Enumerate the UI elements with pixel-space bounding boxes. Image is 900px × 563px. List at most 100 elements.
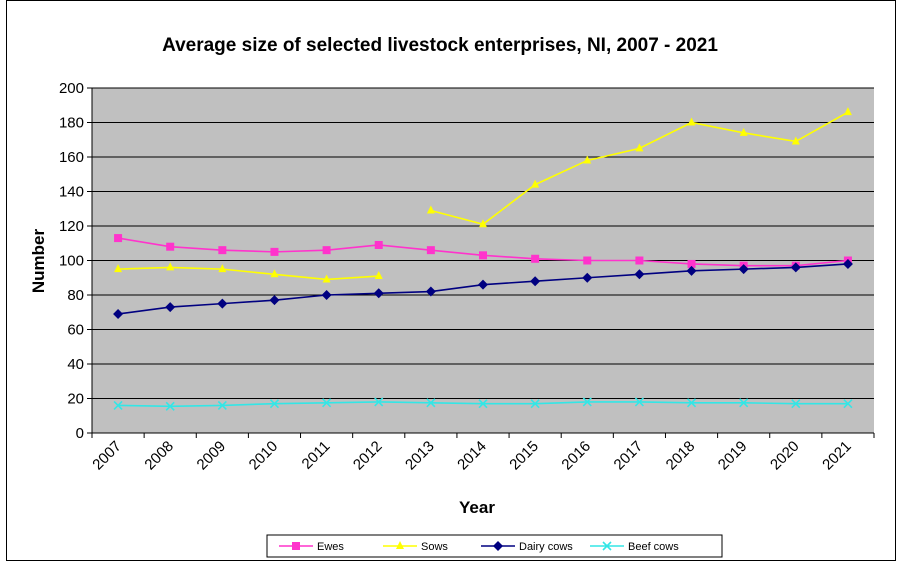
data-point-beef-cows	[426, 398, 436, 408]
data-point-sows	[531, 179, 540, 188]
legend-item-beef-cows: Beef cows	[590, 541, 679, 553]
data-point-beef-cows	[686, 398, 697, 408]
x-tick-label: 2009	[194, 438, 230, 474]
data-point-beef-cows	[217, 400, 227, 410]
x-tick-label: 2012	[350, 438, 386, 474]
data-point-beef-cows	[634, 397, 644, 407]
data-point-beef-cows	[478, 399, 488, 409]
data-point-beef-cows	[374, 397, 384, 407]
series-dairy-cows	[113, 258, 853, 319]
legend-label: Ewes	[317, 541, 344, 553]
y-tick-label: 60	[67, 322, 84, 339]
x-tick-label: 2011	[299, 438, 334, 473]
y-tick-label: 100	[59, 253, 84, 270]
series-sows	[426, 107, 852, 228]
legend-label: Dairy cows	[519, 541, 573, 553]
data-point-beef-cows	[322, 398, 332, 408]
x-tick-label: 2021	[819, 438, 855, 474]
data-point-sows	[479, 219, 487, 228]
data-point-dairy-cows	[425, 286, 436, 297]
data-point-ewes	[322, 246, 331, 255]
data-point-ewes	[166, 242, 175, 251]
legend-item-sows: Sows	[383, 541, 448, 553]
legend-label: Beef cows	[628, 541, 679, 553]
data-point-sows	[843, 107, 852, 116]
x-tick-label: 2014	[454, 438, 490, 474]
x-tick-label: 2017	[611, 438, 647, 474]
data-point-dairy-cows	[738, 264, 749, 275]
legend-label: Sows	[421, 541, 448, 553]
x-tick-label: 2016	[558, 438, 594, 474]
y-tick-label: 20	[67, 391, 84, 408]
legend-item-dairy-cows: Dairy cows	[481, 541, 573, 553]
data-point-sows	[114, 264, 123, 273]
x-tick-label: 2019	[715, 438, 751, 474]
data-point-sows	[791, 136, 800, 145]
data-point-ewes	[635, 256, 644, 265]
data-point-beef-cows	[113, 400, 123, 410]
x-axis-title: Year	[459, 498, 495, 517]
data-point-sows	[739, 127, 748, 136]
chart-frame: Average size of selected livestock enter…	[6, 0, 896, 561]
data-point-beef-cows	[739, 398, 749, 408]
data-point-sows	[635, 143, 644, 152]
data-point-dairy-cows	[686, 265, 697, 276]
series-lines	[113, 107, 853, 411]
y-axis-title: Number	[29, 229, 48, 294]
data-point-sows	[583, 155, 592, 164]
axes	[87, 87, 875, 438]
data-point-dairy-cows	[582, 272, 593, 283]
x-tick-label: 2010	[246, 438, 282, 474]
y-tick-label: 180	[59, 115, 84, 132]
x-tick-label: 2015	[506, 438, 542, 474]
legend-swatch-marker	[292, 542, 300, 550]
y-tick-labels: 0 20 40 60 80 100 120 140 160 180 200	[59, 80, 84, 442]
legend-item-ewes: Ewes	[279, 541, 344, 553]
y-tick-label: 200	[59, 80, 84, 97]
data-point-sows	[218, 264, 227, 273]
data-point-dairy-cows	[842, 258, 853, 269]
data-point-dairy-cows	[530, 276, 541, 287]
data-point-ewes	[531, 254, 540, 263]
data-point-sows	[374, 271, 383, 280]
data-point-sows	[270, 269, 279, 278]
data-point-dairy-cows	[634, 269, 645, 280]
x-tick-label: 2018	[663, 438, 699, 474]
data-point-dairy-cows	[113, 308, 124, 319]
data-point-ewes	[218, 246, 227, 255]
data-point-ewes	[426, 246, 435, 255]
data-point-ewes	[270, 247, 279, 256]
data-point-dairy-cows	[321, 290, 332, 300]
data-point-sows	[426, 205, 435, 214]
data-point-ewes	[583, 256, 592, 265]
series-beef-cows	[113, 397, 853, 411]
data-point-dairy-cows	[478, 279, 488, 290]
y-tick-label: 160	[59, 149, 84, 166]
x-tick-label: 2020	[767, 438, 803, 474]
data-point-ewes	[114, 234, 123, 243]
x-tick-label: 2008	[141, 438, 177, 474]
data-point-beef-cows	[843, 399, 853, 409]
line-chart: Average size of selected livestock enter…	[29, 35, 875, 558]
data-point-ewes	[479, 251, 487, 260]
data-point-dairy-cows	[373, 288, 384, 299]
legend-swatch-marker	[493, 541, 503, 551]
x-tick-labels: 2007 2008 2009 2010 2011 2012 2013 2014 2015 2016…	[89, 438, 854, 474]
data-point-dairy-cows	[217, 298, 228, 309]
chart-title: Average size of selected livestock enter…	[162, 35, 718, 56]
data-point-beef-cows	[269, 399, 280, 409]
data-point-ewes	[374, 240, 383, 249]
data-point-dairy-cows	[165, 302, 176, 313]
y-tick-label: 140	[59, 184, 84, 201]
series-line-sows	[118, 266, 379, 281]
data-point-sows	[322, 274, 331, 283]
data-point-sows	[166, 262, 175, 271]
y-tick-label: 0	[76, 425, 84, 442]
data-point-dairy-cows	[790, 262, 801, 273]
legend-swatch-marker	[396, 541, 404, 549]
legend-swatch-marker	[602, 541, 612, 551]
y-tick-label: 120	[59, 218, 84, 235]
y-tick-label: 40	[67, 356, 84, 373]
series-sows	[114, 262, 383, 283]
legend: Ewes Sows Dairy cows Beef cows	[266, 534, 723, 558]
